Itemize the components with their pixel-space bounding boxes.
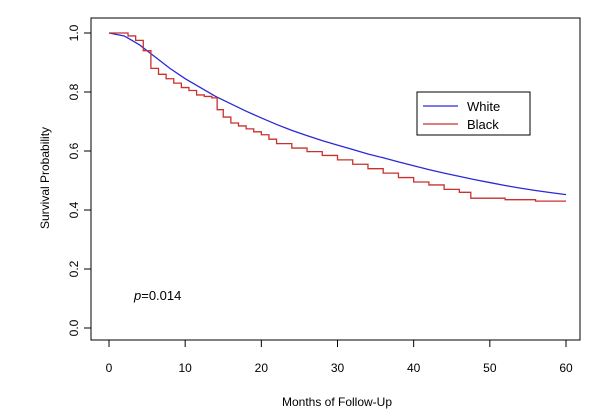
x-tick-label: 0 [106, 361, 113, 375]
p-value-symbol: p [133, 288, 141, 303]
p-value-annotation: p=0.014 [133, 288, 181, 303]
survival-curves [108, 32, 567, 202]
x-tick-label: 60 [559, 361, 573, 375]
y-tick-label: 0.2 [67, 260, 81, 277]
x-tick-label: 20 [255, 361, 269, 375]
legend-label-black: Black [467, 117, 499, 132]
x-tick-label: 30 [331, 361, 345, 375]
x-tick-label: 50 [483, 361, 497, 375]
svg-text:p=0.014: p=0.014 [133, 288, 181, 303]
legend-label-white: White [467, 99, 500, 114]
axes [90, 17, 581, 341]
curve-white [108, 32, 567, 196]
legend: White Black [416, 91, 531, 136]
plot-frame [90, 17, 581, 341]
p-value-text: =0.014 [141, 288, 181, 303]
y-axis-ticks: 0.0 0.2 0.4 0.6 0.8 1.0 [67, 24, 91, 336]
legend-box [416, 91, 531, 136]
curve-black [109, 32, 566, 202]
y-tick-label: 0.8 [67, 83, 81, 100]
x-axis-title: Months of Follow-Up [282, 395, 392, 409]
x-tick-label: 10 [178, 361, 192, 375]
x-axis-ticks: 0 10 20 30 40 50 60 [106, 340, 573, 375]
y-tick-label: 0.0 [67, 319, 81, 336]
y-tick-label: 0.6 [67, 142, 81, 159]
y-tick-label: 1.0 [67, 24, 81, 41]
y-tick-label: 0.4 [67, 201, 81, 218]
y-axis-title: Survival Probability [38, 127, 52, 229]
x-tick-label: 40 [407, 361, 421, 375]
